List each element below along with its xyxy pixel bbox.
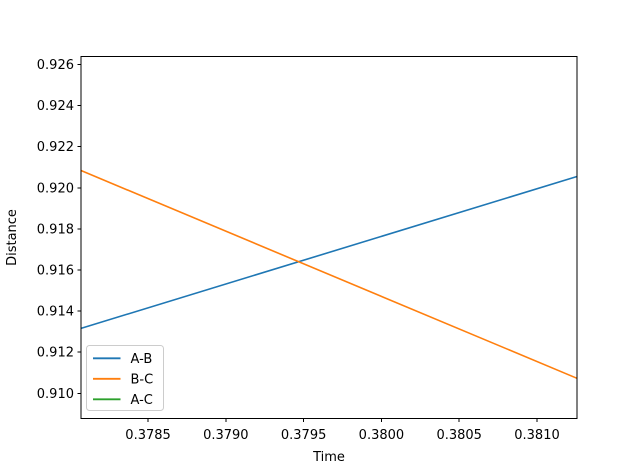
y-tick-label: 0.926 [37,58,74,73]
series-line-B-C [80,169,578,380]
legend-box [86,345,164,411]
y-tick-label: 0.922 [37,140,74,155]
legend-label-B-C: B-C [131,372,154,387]
x-tick-label: 0.3790 [203,428,249,443]
legend: A-B B-C A-C [86,345,164,411]
legend-label-A-C: A-C [131,393,153,408]
y-tick-label: 0.924 [37,99,74,114]
y-tick-label: 0.910 [37,387,74,402]
x-tick-label: 0.3795 [281,428,327,443]
plot-frame [80,56,578,419]
legend-label-A-B: A-B [131,352,153,367]
x-tick-label: 0.3785 [125,428,171,443]
y-tick-label: 0.916 [37,264,74,279]
y-tick-label: 0.920 [37,181,74,196]
y-tick-label: 0.914 [37,305,74,320]
y-tick-label: 0.912 [37,346,74,361]
y-tick-label: 0.918 [37,222,74,237]
x-tick-label: 0.3805 [436,428,482,443]
series-line-A-B [80,175,578,330]
y-axis-label: Distance [5,209,20,266]
x-axis-label: Time [312,450,345,465]
x-tick-label: 0.3810 [514,428,560,443]
x-tick-label: 0.3800 [359,428,405,443]
